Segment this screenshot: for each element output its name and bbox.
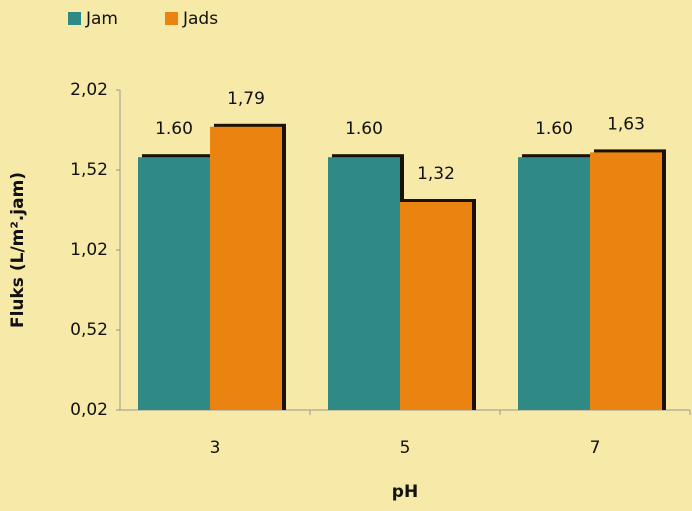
data-label: 1,79 <box>227 89 265 109</box>
legend-swatch <box>165 12 178 25</box>
bar <box>210 127 282 410</box>
x-tick-label: 7 <box>590 438 601 458</box>
y-tick-label: 0,02 <box>70 400 108 420</box>
data-label: 1,32 <box>417 164 455 184</box>
data-label: 1.60 <box>155 119 193 139</box>
y-tick-label: 0,52 <box>70 320 108 340</box>
y-axis-label: Fluks (L/m².jam) <box>8 172 28 328</box>
x-axis-label: pH <box>392 482 418 502</box>
x-tick-label: 5 <box>400 438 411 458</box>
bar <box>518 157 590 410</box>
data-label: 1.60 <box>535 119 573 139</box>
legend-swatch <box>68 12 81 25</box>
legend-label: Jam <box>85 9 118 29</box>
x-tick-label: 3 <box>210 438 221 458</box>
bar <box>400 202 472 410</box>
page: pH Fluks (L/m².jam) 0,02 0,52 1,02 1,52 2,02… <box>0 0 692 511</box>
y-tick-label: 1,02 <box>70 240 108 260</box>
bar <box>328 157 400 410</box>
y-tick-label: 1,52 <box>70 160 108 180</box>
y-tick-label: 2,02 <box>70 80 108 100</box>
data-label: 1,63 <box>607 114 645 134</box>
legend-label: Jads <box>182 9 218 29</box>
data-label: 1.60 <box>345 119 383 139</box>
chart: pH Fluks (L/m².jam) 0,02 0,52 1,02 1,52 2,02… <box>0 0 692 511</box>
bar <box>138 157 210 410</box>
bar <box>590 152 662 410</box>
